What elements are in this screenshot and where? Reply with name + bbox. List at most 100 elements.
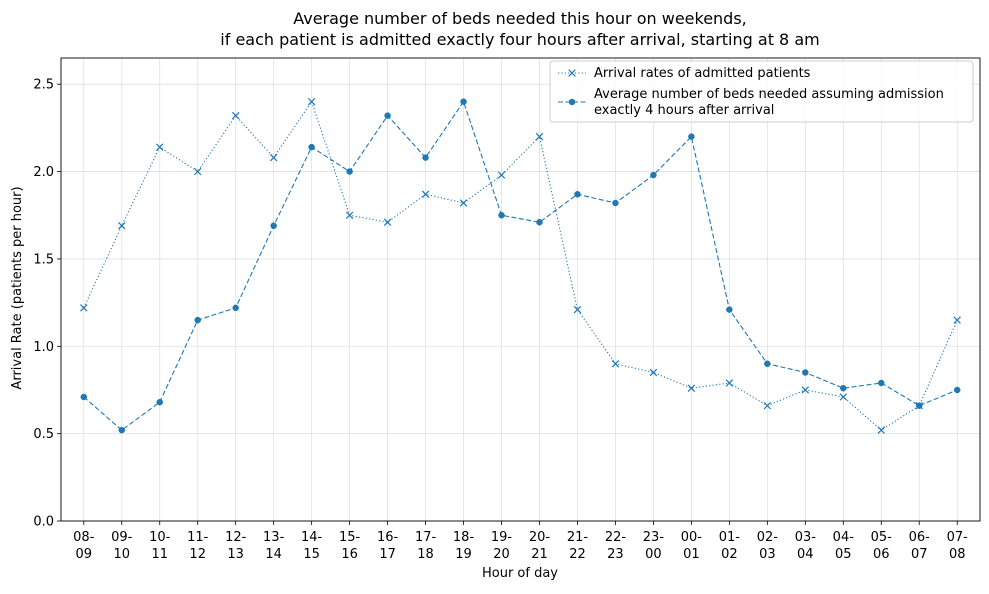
- x-tick-label-end: 13: [227, 547, 244, 562]
- arrival-rate-point: [573, 305, 582, 314]
- x-tick-label-end: 22: [569, 547, 586, 562]
- beds-needed-point: [650, 171, 657, 179]
- arrival-rate-point: [497, 171, 506, 179]
- x-tick-label-start: 10-: [149, 530, 171, 545]
- arrival-rate-point: [80, 304, 88, 312]
- beds-needed-point: [498, 211, 505, 219]
- legend-swatches: [558, 69, 586, 106]
- arrival-rate-point: [383, 218, 392, 226]
- beds-needed-point: [422, 154, 429, 161]
- arrival-rate-point: [193, 167, 202, 176]
- x-tick-label-end: 09: [76, 547, 93, 562]
- beds-needed-point: [194, 316, 201, 324]
- x-tick-label-start: 11-: [187, 530, 209, 545]
- x-tick-label-start: 18-: [453, 530, 475, 545]
- x-tick-label-end: 01: [683, 547, 700, 562]
- series-layer: [80, 97, 961, 434]
- series-arrival-rates: [80, 97, 961, 434]
- arrival-rate-point: [421, 190, 430, 199]
- x-tick-label-end: 07: [911, 547, 928, 562]
- plot-frame: [60, 57, 981, 522]
- x-tick-label-end: 12: [189, 547, 206, 562]
- x-tick-label-end: 08: [949, 547, 966, 562]
- y-axis-label: Arrival Rate (patients per hour): [10, 186, 25, 389]
- y-tick-label: 0.5: [33, 427, 54, 442]
- x-axis-label: Hour of day: [482, 566, 558, 581]
- arrival-rate-point: [687, 384, 696, 392]
- beds-needed-point: [536, 218, 543, 226]
- legend: Arrival rates of admitted patients Avera…: [549, 60, 974, 123]
- arrival-rate-point: [877, 426, 885, 434]
- arrival-rate-point: [269, 153, 278, 162]
- x-tick-label-start: 23-: [643, 530, 665, 545]
- arrival-rate-point: [725, 379, 734, 387]
- series-beds-needed: [80, 98, 961, 434]
- beds-needed-point: [384, 112, 391, 119]
- legend-label-beds-line1: Average number of beds needed assuming a…: [594, 87, 944, 102]
- x-tick-label-start: 16-: [377, 530, 399, 545]
- arrival-rates-line: [83, 100, 958, 431]
- y-tick-label: 0.0: [33, 515, 54, 530]
- x-tick-label-start: 00-: [681, 530, 703, 545]
- x-tick-label-end: 03: [759, 547, 776, 562]
- x-tick-label-start: 01-: [719, 530, 741, 545]
- x-tick-label-start: 12-: [225, 530, 247, 545]
- x-tick-label-start: 04-: [833, 530, 855, 545]
- x-tick-label-start: 15-: [339, 530, 361, 545]
- arrival-rate-point: [611, 360, 620, 368]
- beds-needed-point: [764, 360, 771, 368]
- beds-needed-point: [878, 379, 885, 387]
- beds-needed-point: [915, 402, 923, 409]
- y-tick-label: 1.5: [33, 252, 54, 267]
- legend-swatch-beds-marker: [568, 98, 576, 106]
- beds-needed-point: [802, 369, 809, 376]
- beds-needed-point: [688, 133, 695, 140]
- x-tick-label-start: 21-: [567, 530, 589, 545]
- x-tick-label-end: 02: [721, 547, 738, 562]
- x-tick-label-end: 04: [797, 547, 814, 562]
- beds-needed-point: [270, 222, 277, 229]
- y-tick-label: 1.0: [33, 340, 54, 355]
- axes: 0.0 0.5 1.0 1.5 2.0 2.5 08- 09 09- 10 10- 11 11- 12 12…: [33, 57, 981, 562]
- x-tick-label-end: 18: [417, 547, 434, 562]
- beds-needed-point: [574, 191, 581, 198]
- chart-title-line1: Average number of beds needed this hour …: [293, 9, 747, 28]
- beds-needed-point: [840, 384, 847, 392]
- beds-needed-point: [80, 393, 88, 401]
- legend-label-arrival: Arrival rates of admitted patients: [594, 66, 811, 81]
- arrival-rate-point: [535, 132, 544, 141]
- x-tick-label-start: 08-: [73, 530, 95, 545]
- x-tick-label-start: 22-: [605, 530, 627, 545]
- arrival-rate-point: [801, 386, 810, 394]
- arrival-rate-point: [118, 222, 126, 230]
- legend-swatch-arrival-marker: [568, 69, 576, 77]
- beds-needed-point: [953, 386, 961, 394]
- chart-title-line2: if each patient is admitted exactly four…: [220, 30, 819, 49]
- x-tick-label-start: 06-: [909, 530, 931, 545]
- x-tick-label-end: 14: [265, 547, 282, 562]
- x-tick-label-end: 20: [493, 547, 510, 562]
- x-tick-label-start: 19-: [491, 530, 513, 545]
- x-tick-label-start: 20-: [529, 530, 551, 545]
- x-tick-label-start: 14-: [301, 530, 323, 545]
- x-tick-label-end: 23: [607, 547, 624, 562]
- x-tick-label-end: 19: [455, 547, 472, 562]
- y-tick-label: 2.0: [33, 165, 54, 180]
- x-tick-label-end: 05: [835, 547, 852, 562]
- legend-label-beds-line2: exactly 4 hours after arrival: [594, 103, 774, 118]
- arrival-rate-point: [763, 401, 772, 410]
- beds-needed-point: [232, 304, 239, 312]
- arrival-rate-point: [953, 316, 961, 324]
- x-tick-label-end: 10: [113, 547, 130, 562]
- x-tick-label-end: 17: [379, 547, 396, 562]
- beds-needed-point: [156, 398, 163, 406]
- arrival-rate-point: [839, 393, 848, 401]
- x-tick-label-start: 09-: [111, 530, 133, 545]
- x-tick-label-start: 13-: [263, 530, 285, 545]
- beds-needed-point: [460, 98, 467, 105]
- y-tick-label: 2.5: [33, 78, 54, 93]
- x-tick-label-end: 06: [873, 547, 890, 562]
- arrival-rate-point: [345, 211, 354, 219]
- x-tick-label-start: 07-: [947, 530, 969, 545]
- x-tick-label-end: 21: [531, 547, 548, 562]
